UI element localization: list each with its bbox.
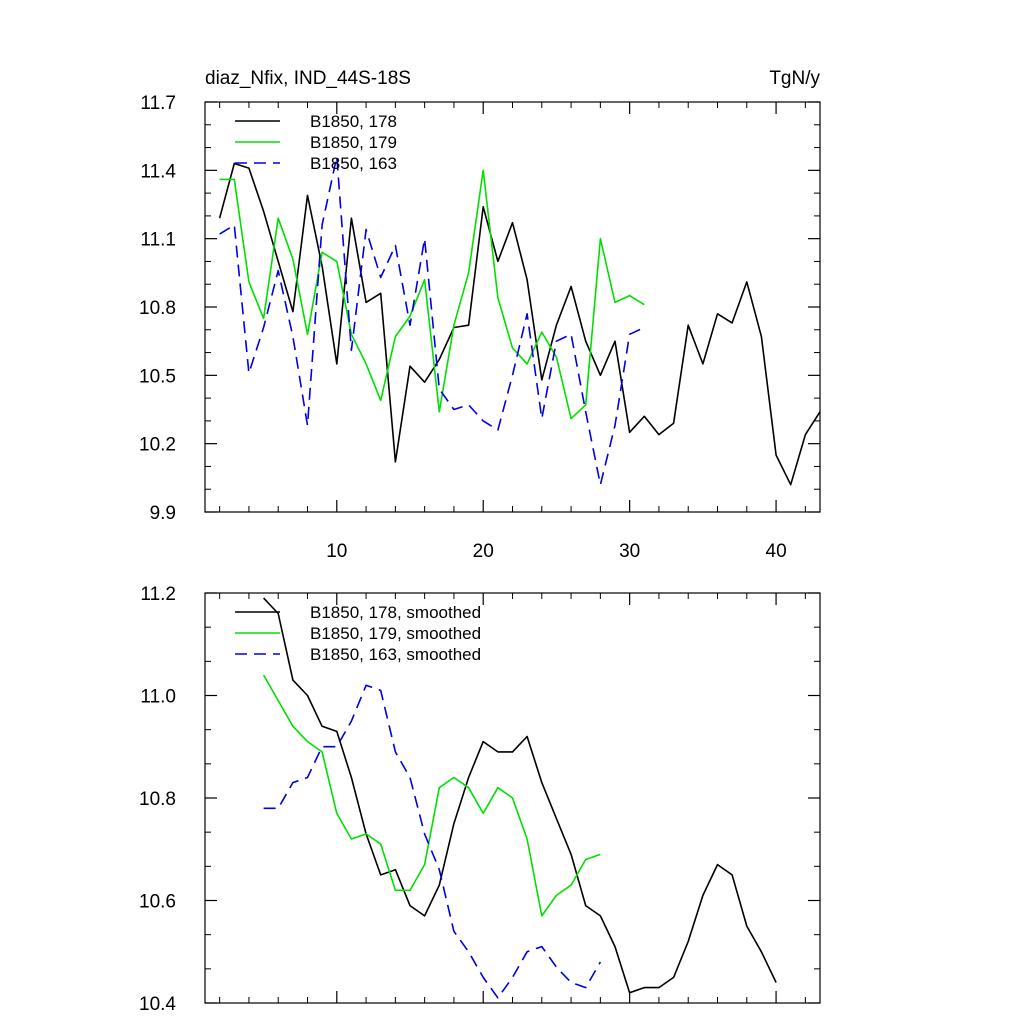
y-tick-label: 10.5 (139, 366, 176, 387)
series-line-2 (219, 155, 645, 486)
y-tick-label: 11.1 (140, 230, 176, 251)
series-line-1 (219, 169, 645, 420)
x-tick-label: 30 (619, 541, 640, 562)
y-tick-label: 11.0 (140, 687, 176, 708)
x-tick-label: 20 (473, 541, 494, 562)
top-panel: 10 20 30 40 9.9 10.2 10.5 10.8 11.1 11.4 11.7 B1850… (139, 93, 821, 562)
y-tick-label: 10.6 (139, 892, 176, 913)
x-tick-label: 40 (766, 541, 787, 562)
series-line-0 (263, 597, 777, 994)
legend-label: B1850, 163, smoothed (310, 645, 481, 664)
y-tick-label: 10.8 (139, 789, 176, 810)
series-line-1 (262, 674, 601, 917)
chart-title: diaz_Nfix, IND_44S-18S (205, 68, 411, 89)
y-tick-label: 9.9 (150, 503, 176, 524)
y-tick-label: 10.8 (139, 298, 176, 319)
series-line-2 (263, 684, 602, 999)
y-tick-label: 10.2 (139, 435, 176, 456)
y-tick-label: 11.7 (140, 93, 176, 114)
legend-label: B1850, 179 (310, 133, 397, 152)
legend-label: B1850, 178, smoothed (310, 603, 481, 622)
y-tick-label: 11.2 (140, 584, 176, 605)
series-line-0 (218, 162, 821, 486)
legend-label: B1850, 178 (310, 112, 397, 131)
units-label: TgN/y (769, 68, 820, 89)
bottom-panel: 10.4 10.6 10.8 11.0 11.2 B1850, 178, smoothed… (139, 584, 821, 1015)
legend-label: B1850, 163 (310, 154, 397, 173)
y-tick-label: 11.4 (140, 161, 176, 182)
legend-label: B1850, 179, smoothed (310, 624, 481, 643)
y-tick-label: 10.4 (139, 994, 176, 1015)
plot-frame (204, 101, 821, 513)
x-tick-label: 10 (326, 541, 347, 562)
